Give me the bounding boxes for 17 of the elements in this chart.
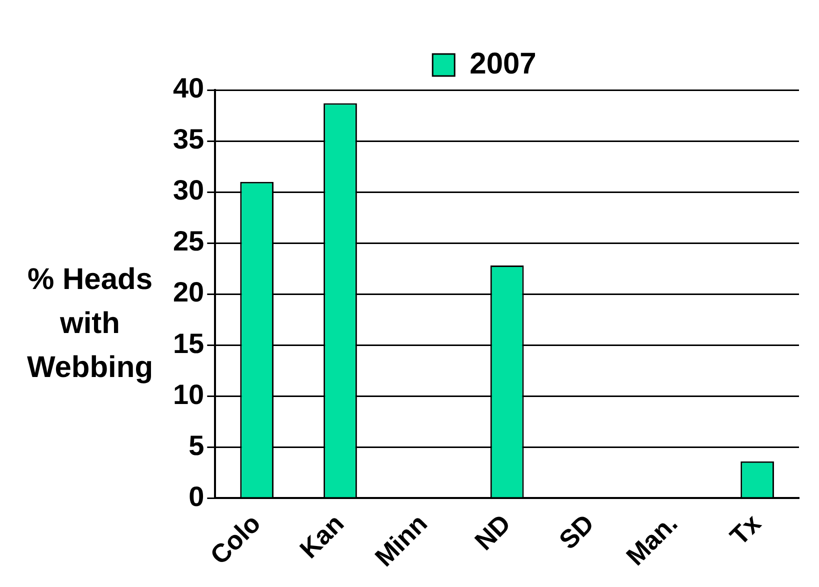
y-axis-title: % Heads with Webbing [26, 263, 154, 384]
x-tick-label: Kan [294, 508, 350, 564]
y-tick-label: 35 [172, 124, 204, 155]
x-tick-label: ND [468, 508, 516, 556]
y-tick-label: 10 [172, 378, 204, 410]
y-tick-label: 25 [172, 226, 204, 257]
y-tick-label: 5 [188, 430, 204, 461]
x-tick-label: Tx [724, 508, 767, 551]
y-tick-label: 20 [172, 276, 204, 308]
y-tick-label: 30 [172, 174, 204, 206]
legend-label: 2007 [470, 47, 536, 80]
x-tick-label: Colo [204, 508, 266, 570]
x-tick-label: Man. [620, 508, 684, 572]
x-tick-label: SD [553, 508, 600, 555]
y-tick-label: 40 [172, 72, 204, 104]
y-tick-label: 15 [172, 328, 204, 359]
y-tick-label: 0 [188, 480, 204, 512]
